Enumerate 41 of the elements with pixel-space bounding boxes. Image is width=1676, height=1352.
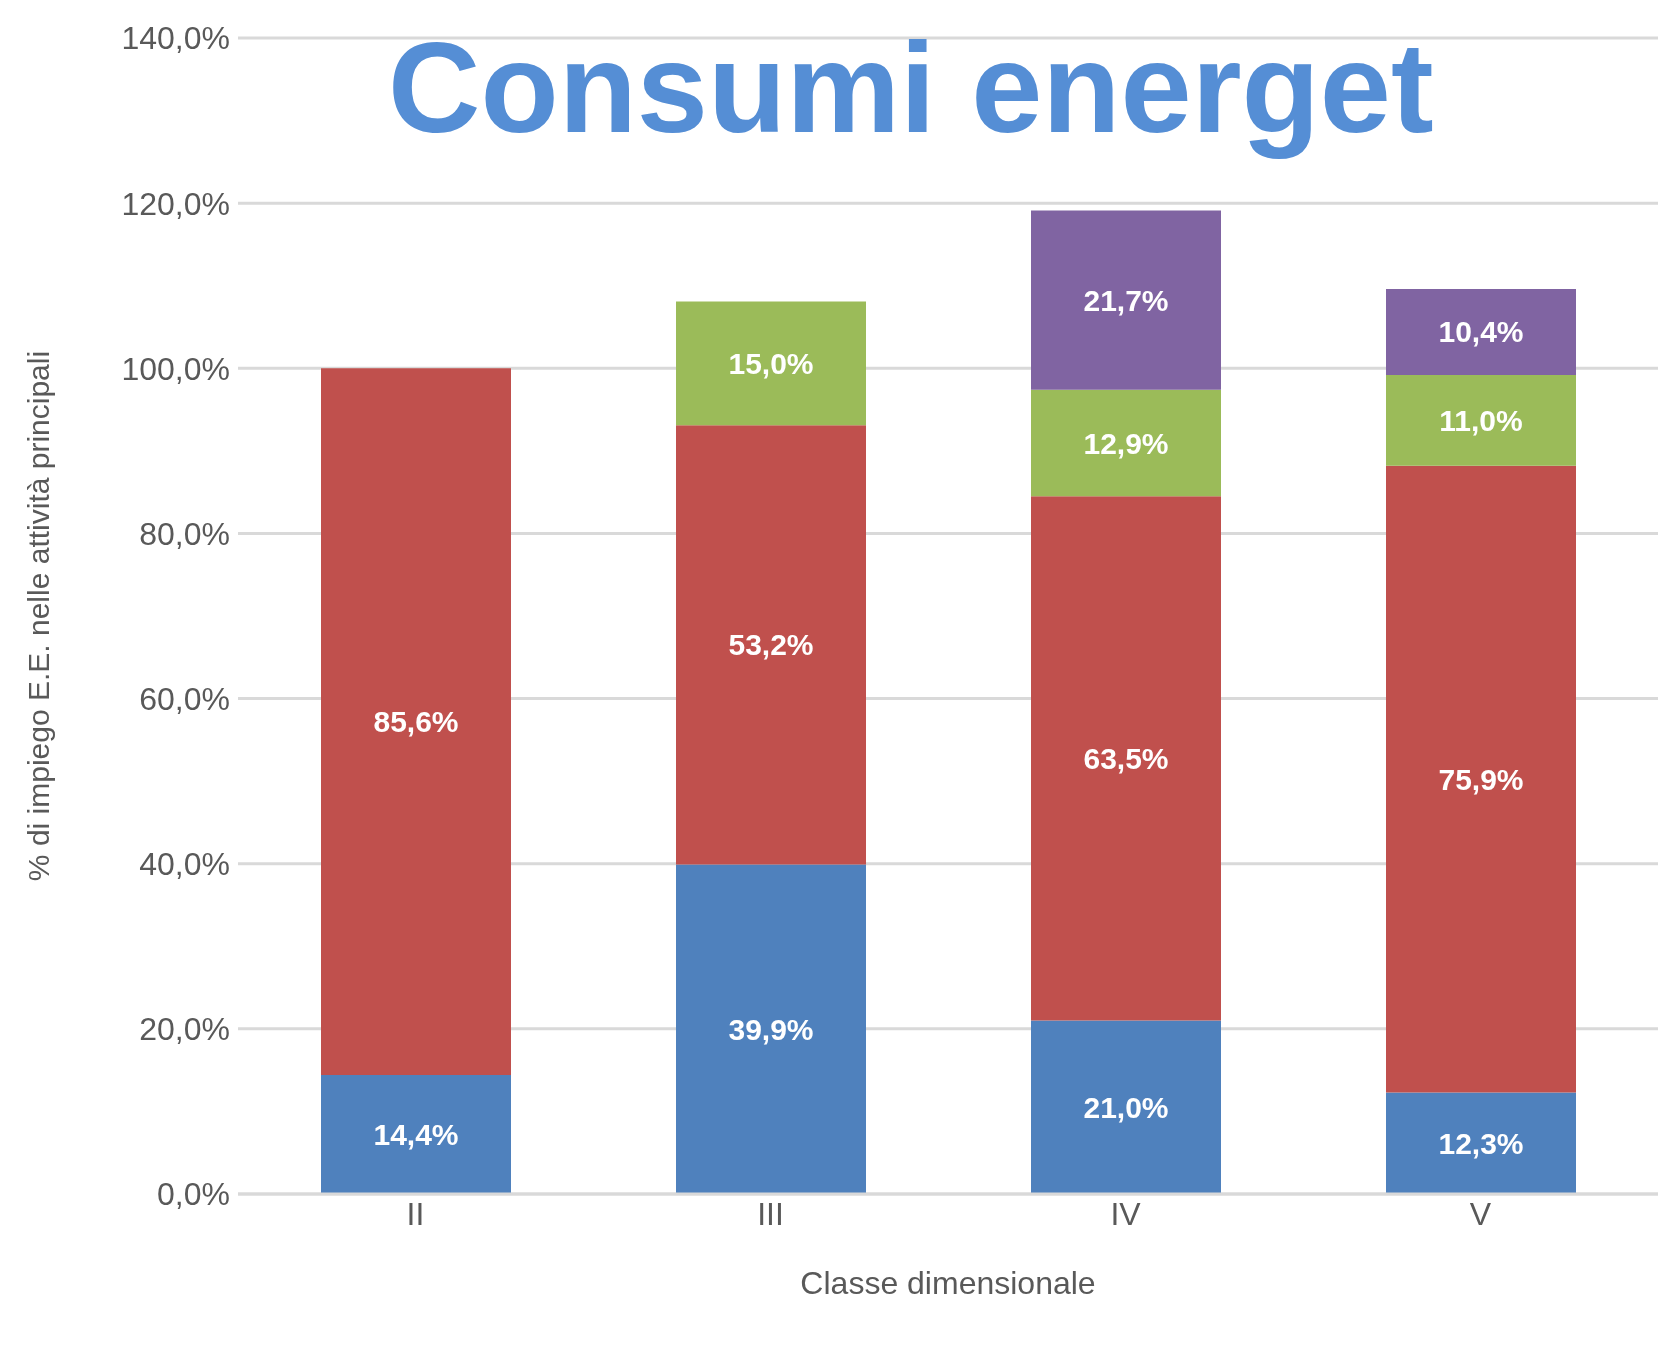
y-tick-label: 100,0% — [121, 350, 230, 387]
bar — [1386, 465, 1576, 1093]
bar — [1386, 1092, 1576, 1194]
x-tick-label: IV — [1110, 1195, 1142, 1232]
data-label: 12,3% — [1438, 1126, 1524, 1160]
chart-title: Consumi energet — [388, 16, 1434, 159]
x-tick-label: II — [406, 1195, 425, 1232]
data-label: 21,0% — [1083, 1090, 1169, 1124]
x-tick-label: III — [757, 1195, 784, 1232]
data-label: 11,0% — [1439, 403, 1523, 437]
bar — [1031, 496, 1221, 1021]
bar — [676, 425, 866, 865]
data-label: 53,2% — [728, 628, 814, 662]
y-tick-label: 20,0% — [139, 1011, 230, 1048]
y-axis-title: % di impiego E.E. nelle attività principali — [21, 350, 55, 882]
bar — [1031, 210, 1221, 390]
bar — [1031, 1020, 1221, 1194]
y-tick-label: 40,0% — [139, 846, 230, 883]
bar — [1386, 374, 1576, 466]
data-label: 10,4% — [1438, 315, 1524, 349]
data-label: 21,7% — [1083, 283, 1169, 317]
y-tick-label: 80,0% — [139, 515, 230, 552]
y-tick-label: 0,0% — [157, 1176, 230, 1213]
bar — [676, 864, 866, 1194]
data-label: 85,6% — [373, 705, 459, 739]
data-label: 75,9% — [1438, 762, 1524, 796]
data-label: 39,9% — [728, 1012, 814, 1046]
data-label: 15,0% — [728, 346, 814, 380]
y-tick-label: 120,0% — [121, 185, 230, 222]
bar — [321, 1075, 511, 1194]
data-label: 63,5% — [1083, 741, 1169, 775]
y-tick-label: 60,0% — [139, 680, 230, 717]
bar — [1386, 289, 1576, 375]
bar — [321, 368, 511, 1076]
data-label: 14,4% — [373, 1118, 459, 1152]
x-axis-title: Classe dimensionale — [800, 1265, 1096, 1301]
data-label: 12,9% — [1083, 426, 1169, 460]
x-tick-label: V — [1469, 1195, 1492, 1232]
bar — [1031, 389, 1221, 497]
y-tick-label: 140,0% — [121, 20, 230, 57]
bar — [676, 301, 866, 426]
